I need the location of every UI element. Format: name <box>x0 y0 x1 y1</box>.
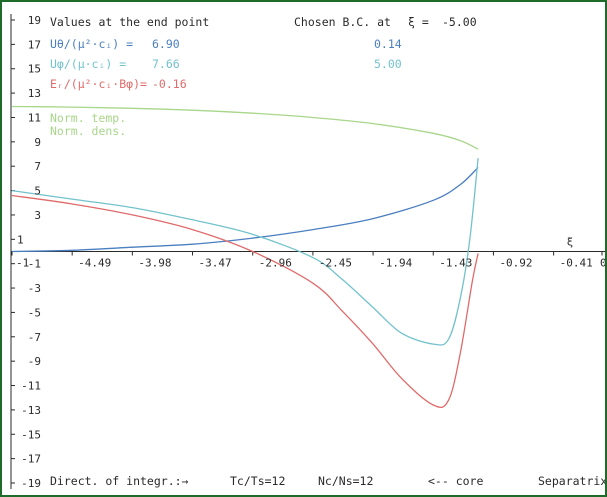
y-tick-label: 13 <box>28 87 41 100</box>
y-tick-label: 7 <box>34 160 41 173</box>
bc-label: Chosen B.C. at <box>294 15 391 29</box>
y-tick-label: -5 <box>28 306 41 319</box>
y-tick-label: -15 <box>21 428 41 441</box>
curves <box>11 105 479 409</box>
y-tick-label: 17 <box>28 38 41 51</box>
row-bc-0: 0.14 <box>374 37 402 51</box>
y-tick-label: -1 <box>28 258 41 271</box>
y-tick-label: -19 <box>21 477 41 490</box>
y-tick-label: -11 <box>21 380 41 393</box>
xi-axis-symbol: ξ <box>567 236 574 249</box>
x-tick-label: -2.96 <box>259 257 292 270</box>
y-tick-label: -9 <box>28 355 41 368</box>
norm-dens-label: Norm. dens. <box>50 124 126 138</box>
x-tick-label: -4.49 <box>78 257 111 270</box>
y-tick-label: 9 <box>34 136 41 149</box>
series-line-0 <box>11 166 479 253</box>
bc-xi-symbol: ξ = <box>408 15 429 29</box>
labels: 19 17 15 13 11 9 7 5 31 -1 -3 -5 -7 -9 -11 -13 -15 -17 -19… <box>16 14 607 490</box>
tc-ts-label: Tc/Ts=12 <box>230 474 285 488</box>
x-tick-label: -3.98 <box>138 257 171 270</box>
y-tick-label: 3 <box>34 209 41 222</box>
x-tick-label: -0.41 <box>560 257 593 270</box>
y-tick-label: 1 <box>17 233 24 246</box>
y-tick-label: -17 <box>21 453 41 466</box>
row-value-2: -0.16 <box>152 77 187 91</box>
series-line-2 <box>11 194 479 409</box>
nc-ns-label: Nc/Ns=12 <box>318 474 373 488</box>
axes <box>10 14 605 489</box>
x-tick-label: -1.94 <box>379 257 412 270</box>
row-label-1: Uφ/(μ·cᵢ) = <box>50 57 126 71</box>
x-tick-label: -2.45 <box>319 257 352 270</box>
row-label-2: Eᵣ/(μ²·cᵢ·Bφ)= <box>50 77 147 91</box>
y-tick-label: 11 <box>28 111 41 124</box>
y-tick-label: 15 <box>28 63 41 76</box>
row-bc-1: 5.00 <box>374 57 402 71</box>
series-line-3 <box>11 105 479 150</box>
separatrix-label: Separatrix <box>538 474 607 488</box>
y-tick-label: 19 <box>28 14 41 27</box>
row-label-0: Uθ/(μ²·cᵢ) = <box>50 37 133 51</box>
values-title: Values at the end point <box>50 15 209 29</box>
y-tick-label: 5 <box>34 185 41 198</box>
row-value-1: 7.66 <box>152 57 180 71</box>
x-tick-label: -1 <box>16 257 29 270</box>
x-tick-label: -3.47 <box>199 257 232 270</box>
x-tick-label: -1.43 <box>439 257 472 270</box>
y-tick-label: -3 <box>28 282 41 295</box>
direction-label: Direct. of integr.:→ <box>50 474 189 488</box>
series-line-1 <box>11 158 479 346</box>
x-tick-label: 0 <box>600 257 607 270</box>
core-label: <-- core <box>428 474 483 488</box>
bc-value: -5.00 <box>442 15 477 29</box>
y-tick-label: -7 <box>28 331 41 344</box>
y-tick-label: -13 <box>21 404 41 417</box>
x-tick-label: -0.92 <box>499 257 532 270</box>
row-value-0: 6.90 <box>152 37 180 51</box>
norm-temp-label: Norm. temp. <box>50 111 126 125</box>
